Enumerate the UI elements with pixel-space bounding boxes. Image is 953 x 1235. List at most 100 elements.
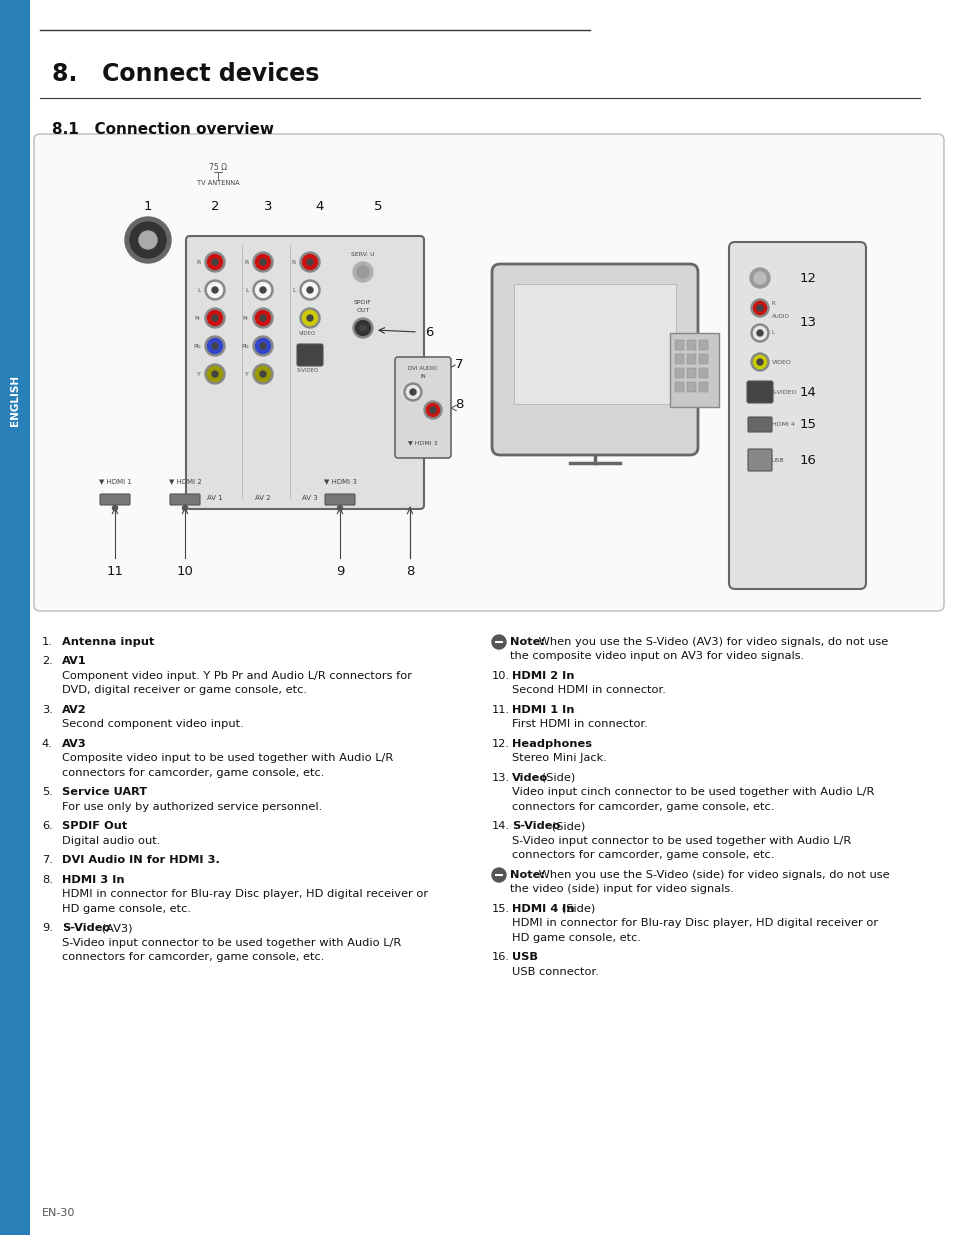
Circle shape	[410, 389, 416, 395]
Circle shape	[757, 330, 762, 336]
Circle shape	[208, 367, 222, 382]
Text: AV1: AV1	[62, 657, 87, 667]
Text: 12.: 12.	[492, 739, 510, 748]
Text: 7: 7	[455, 358, 463, 372]
Text: Digital audio out.: Digital audio out.	[62, 836, 160, 846]
Circle shape	[139, 231, 157, 249]
Text: 3: 3	[263, 200, 272, 212]
FancyBboxPatch shape	[186, 236, 423, 509]
Text: VIDEO: VIDEO	[771, 359, 791, 364]
Text: 12: 12	[800, 272, 816, 284]
Text: L: L	[293, 288, 295, 293]
Text: USB connector.: USB connector.	[512, 967, 598, 977]
Circle shape	[423, 401, 441, 419]
Text: 8.   Connect devices: 8. Connect devices	[52, 62, 319, 86]
Circle shape	[260, 287, 266, 293]
Text: 1.: 1.	[42, 637, 52, 647]
Text: DVD, digital receiver or game console, etc.: DVD, digital receiver or game console, e…	[62, 685, 307, 695]
Text: Headphones: Headphones	[512, 739, 592, 748]
Circle shape	[125, 217, 171, 263]
Bar	[686, 354, 696, 364]
Circle shape	[208, 310, 222, 326]
Circle shape	[205, 280, 225, 300]
Circle shape	[255, 254, 271, 269]
Text: HDMI in connector for Blu-ray Disc player, HD digital receiver or: HDMI in connector for Blu-ray Disc playe…	[62, 889, 428, 899]
Circle shape	[492, 868, 505, 882]
Text: ⊤: ⊤	[213, 170, 223, 184]
Text: AUDIO: AUDIO	[771, 314, 789, 319]
Text: HDMI 2 In: HDMI 2 In	[512, 671, 574, 680]
Text: DVI AUDIO: DVI AUDIO	[408, 366, 437, 370]
Text: HDMI 1 In: HDMI 1 In	[512, 705, 574, 715]
Circle shape	[749, 268, 769, 288]
Text: Service UART: Service UART	[62, 788, 147, 798]
Text: 4.: 4.	[42, 739, 52, 748]
Circle shape	[253, 308, 273, 329]
Text: SPDIF: SPDIF	[354, 300, 372, 305]
Text: 14: 14	[800, 385, 816, 399]
Text: ▼ HDMI 1: ▼ HDMI 1	[98, 478, 132, 484]
Circle shape	[753, 356, 765, 368]
Bar	[686, 382, 696, 391]
Bar	[686, 368, 696, 378]
Text: Antenna input: Antenna input	[62, 637, 154, 647]
Circle shape	[260, 315, 266, 321]
Text: HDMI in connector for Blu-ray Disc player, HD digital receiver or: HDMI in connector for Blu-ray Disc playe…	[512, 919, 877, 929]
Text: 11: 11	[107, 564, 123, 578]
Circle shape	[182, 505, 188, 510]
Text: the composite video input on AV3 for video signals.: the composite video input on AV3 for vid…	[510, 652, 803, 662]
Text: (AV3): (AV3)	[98, 924, 132, 934]
Text: AV 3: AV 3	[302, 495, 317, 501]
Circle shape	[299, 252, 319, 272]
Text: (Side): (Side)	[537, 773, 575, 783]
Text: Pr: Pr	[243, 315, 249, 321]
Circle shape	[355, 321, 370, 336]
Circle shape	[359, 325, 366, 331]
Bar	[0, 0, 30, 1235]
Bar	[686, 340, 696, 350]
Circle shape	[753, 326, 765, 340]
Circle shape	[260, 370, 266, 377]
Text: 6: 6	[424, 326, 433, 338]
FancyBboxPatch shape	[100, 494, 130, 505]
Text: TV ANTENNA: TV ANTENNA	[196, 180, 239, 186]
Text: 75 Ω: 75 Ω	[209, 163, 227, 172]
FancyBboxPatch shape	[514, 284, 676, 404]
Circle shape	[750, 353, 768, 370]
Bar	[699, 382, 707, 391]
Text: 14.: 14.	[492, 821, 510, 831]
Text: Stereo Mini Jack.: Stereo Mini Jack.	[512, 753, 606, 763]
Circle shape	[260, 343, 266, 350]
Text: OUT: OUT	[355, 308, 370, 312]
Circle shape	[255, 283, 271, 298]
Circle shape	[757, 359, 762, 366]
Text: 15.: 15.	[492, 904, 510, 914]
Text: Note:: Note:	[510, 869, 544, 881]
Circle shape	[205, 252, 225, 272]
Circle shape	[403, 383, 421, 401]
Text: R: R	[196, 259, 201, 264]
Text: S-Video input connector to be used together with Audio L/R: S-Video input connector to be used toget…	[512, 836, 850, 846]
Circle shape	[337, 505, 342, 510]
Text: HD game console, etc.: HD game console, etc.	[62, 904, 191, 914]
Text: HDMI 3 In: HDMI 3 In	[62, 876, 125, 885]
Text: R: R	[771, 300, 775, 305]
Text: 10: 10	[176, 564, 193, 578]
Circle shape	[302, 283, 317, 298]
Text: connectors for camcorder, game console, etc.: connectors for camcorder, game console, …	[512, 802, 774, 811]
FancyBboxPatch shape	[747, 417, 771, 432]
Text: ENGLISH: ENGLISH	[10, 374, 20, 426]
Text: Pr: Pr	[194, 315, 201, 321]
Text: USB: USB	[512, 952, 537, 962]
Text: IN: IN	[419, 374, 425, 379]
Text: Second HDMI in connector.: Second HDMI in connector.	[512, 685, 665, 695]
Circle shape	[260, 259, 266, 266]
Circle shape	[753, 301, 765, 315]
Circle shape	[253, 252, 273, 272]
FancyBboxPatch shape	[296, 345, 323, 366]
Text: L: L	[197, 288, 201, 293]
Circle shape	[205, 364, 225, 384]
Text: Composite video input to be used together with Audio L/R: Composite video input to be used togethe…	[62, 753, 393, 763]
Circle shape	[492, 635, 505, 650]
Text: Video: Video	[512, 773, 548, 783]
